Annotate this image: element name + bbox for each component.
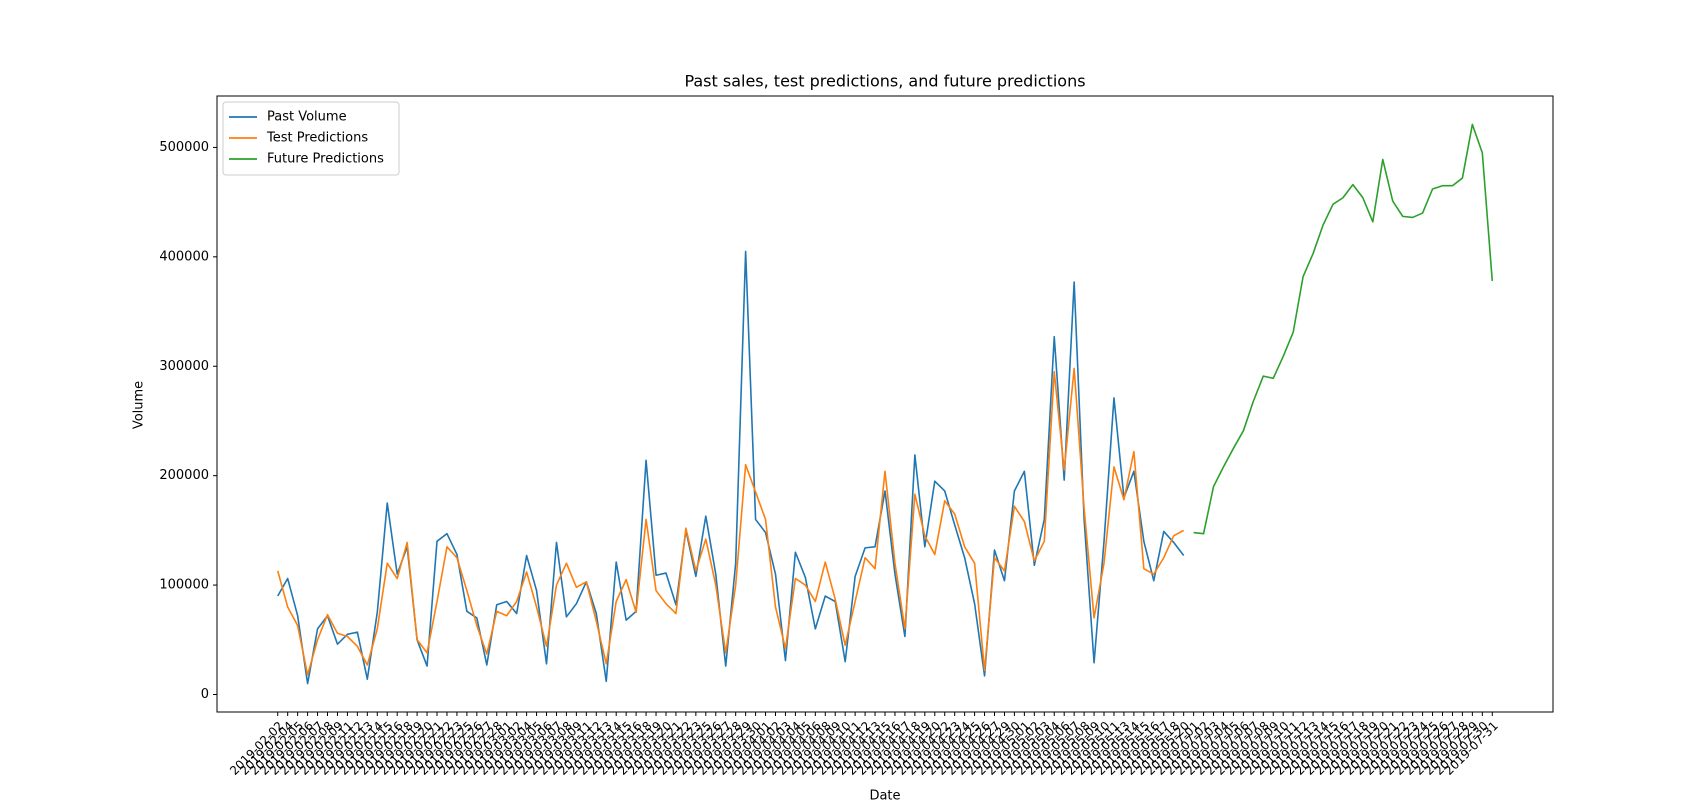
y-tick-label: 300000 <box>159 359 209 374</box>
y-axis-label: Volume <box>132 381 147 429</box>
plot-frame <box>216 95 1554 713</box>
y-tick-label: 400000 <box>159 249 209 264</box>
legend-label: Future Predictions <box>267 152 384 167</box>
y-tick-label: 0 <box>201 687 209 702</box>
chart-title: Past sales, test predictions, and future… <box>684 72 1085 91</box>
legend-label: Test Predictions <box>266 131 368 146</box>
y-tick-label: 500000 <box>159 140 209 155</box>
series-line <box>1193 123 1494 535</box>
y-tick-label: 200000 <box>159 468 209 483</box>
x-axis-label: Date <box>869 789 900 800</box>
y-tick-label: 100000 <box>159 578 209 593</box>
legend-label: Past Volume <box>267 110 347 125</box>
legend-box <box>222 101 400 176</box>
series-line <box>276 367 1185 676</box>
